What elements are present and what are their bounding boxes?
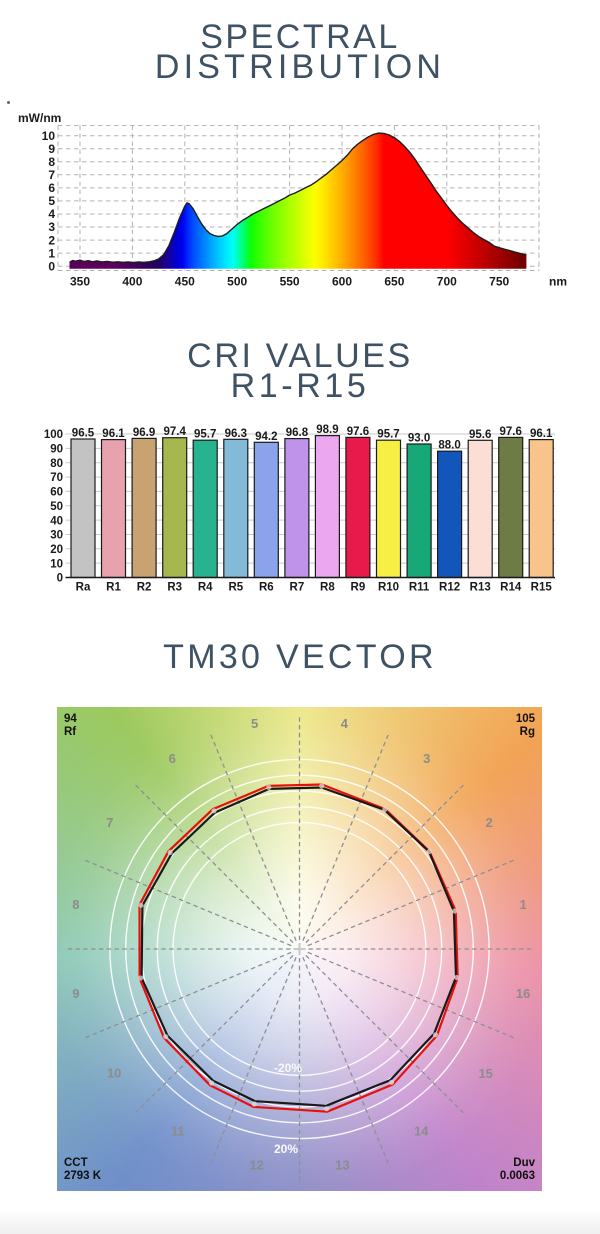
svg-text:5: 5 [48,194,55,208]
svg-text:98.9: 98.9 [316,424,338,436]
svg-text:1: 1 [519,897,526,912]
svg-text:96.3: 96.3 [225,428,247,440]
svg-text:88.0: 88.0 [438,440,460,452]
svg-text:CCT: CCT [64,1157,88,1169]
svg-text:10: 10 [42,129,56,143]
svg-text:100: 100 [44,429,63,441]
svg-text:60: 60 [50,487,63,499]
svg-text:600: 600 [332,275,352,289]
svg-text:R11: R11 [409,582,430,594]
svg-text:6: 6 [169,751,176,766]
svg-text:R5: R5 [228,582,243,594]
svg-text:20: 20 [50,544,63,556]
svg-text:-20%: -20% [274,1061,302,1075]
svg-text:2793 K: 2793 K [64,1170,102,1182]
svg-text:Rf: Rf [64,726,76,738]
svg-text:94.2: 94.2 [255,431,277,443]
svg-text:9: 9 [48,142,55,156]
svg-text:650: 650 [384,275,404,289]
svg-text:7: 7 [106,815,113,830]
svg-text:3: 3 [48,220,55,234]
svg-text:11: 11 [171,1124,185,1139]
svg-text:80: 80 [50,458,63,470]
svg-text:15: 15 [478,1066,492,1081]
svg-text:Ra: Ra [76,582,91,594]
svg-text:0: 0 [48,259,55,273]
svg-text:750: 750 [489,275,509,289]
svg-text:105: 105 [516,713,536,725]
svg-text:2: 2 [485,815,492,830]
svg-text:R2: R2 [137,582,152,594]
svg-text:4: 4 [341,716,349,731]
svg-text:550: 550 [280,275,300,289]
svg-text:97.4: 97.4 [164,426,187,438]
svg-text:20%: 20% [274,1142,298,1156]
svg-text:R4: R4 [198,582,213,594]
svg-text:94: 94 [64,713,77,725]
svg-text:10: 10 [50,558,63,570]
svg-text:97.6: 97.6 [347,426,369,438]
svg-text:R10: R10 [378,582,399,594]
svg-text:R14: R14 [500,582,522,594]
svg-text:90: 90 [50,444,63,456]
svg-text:50: 50 [50,501,63,513]
svg-text:16: 16 [516,986,530,1001]
svg-text:R12: R12 [439,582,460,594]
svg-text:R13: R13 [470,582,491,594]
svg-text:8: 8 [48,155,55,169]
svg-text:R15: R15 [531,582,553,594]
svg-text:95.6: 95.6 [469,429,491,441]
svg-text:12: 12 [249,1157,263,1172]
svg-text:0.0063: 0.0063 [500,1170,535,1182]
svg-text:97.6: 97.6 [500,426,522,438]
svg-text:95.7: 95.7 [377,429,399,441]
svg-text:95.7: 95.7 [194,429,216,441]
svg-text:96.1: 96.1 [102,428,125,440]
svg-text:R8: R8 [320,582,335,594]
svg-text:R3: R3 [167,582,182,594]
svg-text:1: 1 [48,246,55,260]
svg-text:R1: R1 [106,582,121,594]
svg-text:13: 13 [335,1157,349,1172]
svg-text:nm: nm [549,275,567,289]
svg-text:400: 400 [122,275,142,289]
svg-text:10: 10 [107,1065,121,1080]
svg-text:350: 350 [70,275,90,289]
svg-text:96.9: 96.9 [133,427,155,439]
svg-text:R6: R6 [259,582,274,594]
svg-text:5: 5 [251,716,258,731]
svg-text:3: 3 [423,751,430,766]
svg-text:0: 0 [57,573,63,585]
svg-text:4: 4 [48,207,55,221]
svg-text:96.1: 96.1 [530,428,553,440]
svg-text:8: 8 [72,897,79,912]
svg-text:30: 30 [50,530,63,542]
svg-text:R7: R7 [290,582,305,594]
svg-text:mW/nm: mW/nm [18,111,61,125]
svg-text:14: 14 [414,1124,429,1139]
svg-text:R9: R9 [351,582,366,594]
svg-text:70: 70 [50,472,63,484]
svg-text:6: 6 [48,181,55,195]
svg-text:500: 500 [227,275,247,289]
svg-text:450: 450 [175,275,195,289]
svg-text:700: 700 [437,275,457,289]
svg-text:96.5: 96.5 [72,428,95,440]
svg-text:Duv: Duv [513,1157,535,1169]
svg-text:93.0: 93.0 [408,433,430,445]
svg-text:2: 2 [48,233,55,247]
svg-text:96.8: 96.8 [286,427,309,439]
svg-text:40: 40 [50,515,63,527]
svg-text:Rg: Rg [520,726,535,738]
svg-text:9: 9 [72,986,79,1001]
svg-text:7: 7 [48,168,55,182]
